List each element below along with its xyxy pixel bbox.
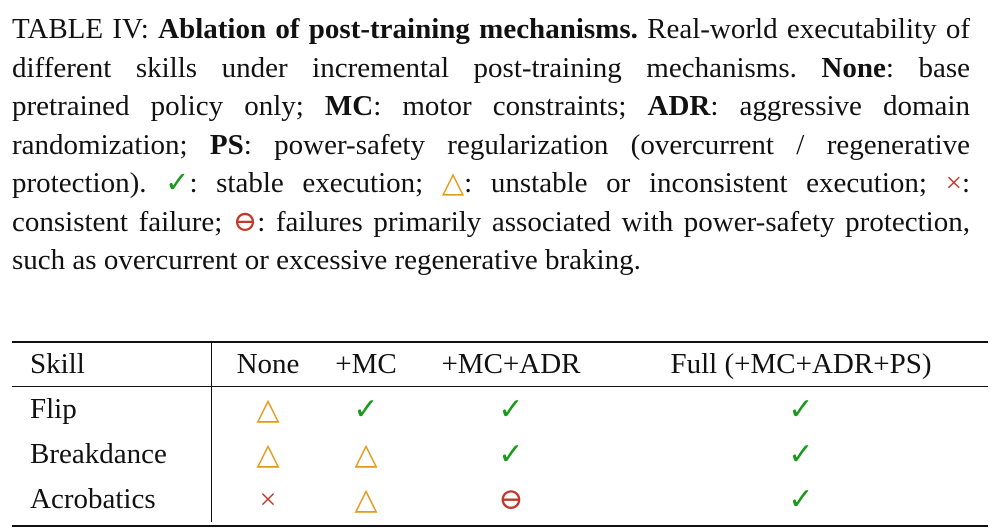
cross-icon: × bbox=[259, 482, 277, 516]
header-full: Full (+MC+ADR+PS) bbox=[614, 342, 988, 387]
abbr-ps: PS bbox=[209, 128, 244, 161]
check-icon: ✓ bbox=[788, 483, 814, 516]
check-icon: ✓ bbox=[165, 167, 190, 199]
table-caption: TABLE IV: Ablation of post-training mech… bbox=[12, 10, 970, 280]
caption-text-4: : aggressive domain randomization; bbox=[12, 90, 970, 161]
caption-text-7: : unstable or inconsistent execution; bbox=[464, 167, 946, 199]
check-icon: ✓ bbox=[788, 393, 814, 426]
abbr-adr: ADR bbox=[647, 90, 711, 122]
check-icon: ✓ bbox=[498, 393, 524, 426]
skill-cell: Flip bbox=[12, 386, 212, 432]
caption-text-3: : motor constraints; bbox=[373, 90, 648, 122]
triangle-icon: △ bbox=[256, 393, 280, 426]
table-header-row: Skill None +MC +MC+ADR Full (+MC+ADR+PS) bbox=[12, 342, 988, 387]
caption-text-5: : power-safety regularization (overcurre… bbox=[12, 128, 970, 200]
cross-icon: × bbox=[945, 167, 962, 199]
triangle-icon: △ bbox=[441, 167, 465, 199]
caption-text-6: : stable execution; bbox=[189, 167, 442, 199]
ablation-table: Skill None +MC +MC+ADR Full (+MC+ADR+PS)… bbox=[12, 342, 988, 522]
triangle-icon: △ bbox=[256, 438, 280, 471]
skill-cell: Breakdance bbox=[12, 432, 212, 477]
table-bottom-rule bbox=[12, 525, 988, 527]
header-none: None bbox=[211, 342, 324, 387]
header-skill: Skill bbox=[12, 342, 212, 387]
caption-text-1: Real-world executability of different sk… bbox=[12, 13, 971, 84]
header-mc-adr: +MC+ADR bbox=[408, 342, 614, 387]
table-row: Breakdance △ △ ✓ ✓ bbox=[12, 432, 988, 477]
caption-title: Ablation of post-training mechanisms. bbox=[158, 13, 638, 45]
circled-minus-icon: ⊖ bbox=[498, 483, 524, 516]
skill-cell: Acrobatics bbox=[12, 477, 212, 522]
circled-minus-icon: ⊖ bbox=[232, 205, 258, 238]
caption-text-8: : consistent failure; bbox=[12, 167, 970, 238]
triangle-icon: △ bbox=[354, 438, 378, 471]
table-row: Flip △ ✓ ✓ ✓ bbox=[12, 386, 988, 432]
table-row: Acrobatics × △ ⊖ ✓ bbox=[12, 477, 988, 522]
header-mc: +MC bbox=[324, 342, 408, 387]
check-icon: ✓ bbox=[353, 393, 379, 426]
caption-label: TABLE IV: bbox=[12, 13, 149, 45]
abbr-none: None bbox=[821, 51, 886, 84]
caption-text-9: : failures primarily associated with pow… bbox=[12, 205, 970, 277]
caption-text-2: : base pretrained policy only; bbox=[12, 51, 970, 123]
check-icon: ✓ bbox=[498, 438, 524, 471]
abbr-mc: MC bbox=[324, 90, 374, 122]
triangle-icon: △ bbox=[354, 483, 378, 516]
check-icon: ✓ bbox=[788, 438, 814, 471]
